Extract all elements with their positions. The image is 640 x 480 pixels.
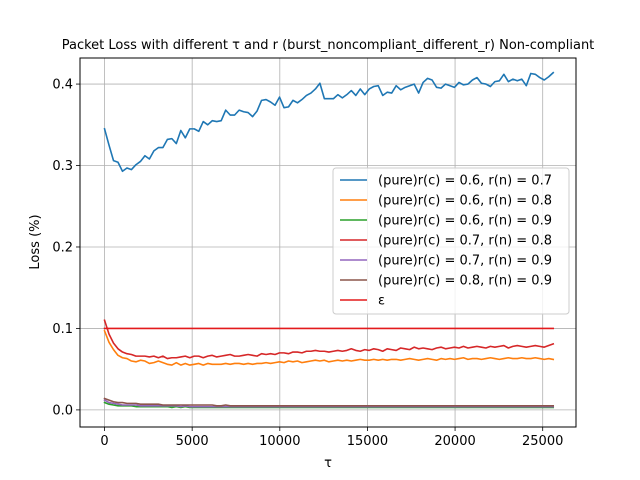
x-tick-label: 15000 <box>347 434 388 449</box>
series-line-4 <box>103 399 555 408</box>
y-axis: 0.0 0.1 0.2 0.3 0.4 <box>52 78 80 418</box>
legend-label: (pure)r(c) = 0.8, r(n) = 0.9 <box>378 274 552 289</box>
y-tick-label: 0.4 <box>52 78 73 93</box>
plot-area-frame <box>79 57 577 428</box>
series-line-1 <box>103 329 555 366</box>
x-axis-label: τ <box>324 456 332 471</box>
legend-label: (pure)r(c) = 0.7, r(n) = 0.8 <box>378 234 552 249</box>
x-tick-label: 10000 <box>259 434 300 449</box>
y-tick-label: 0.0 <box>52 403 73 418</box>
x-tick-label: 25000 <box>522 434 563 449</box>
legend: (pure)r(c) = 0.6, r(n) = 0.7 (pure)r(c) =… <box>332 167 570 315</box>
x-tick-label: 0 <box>100 434 108 449</box>
x-tick-label: 5000 <box>176 434 209 449</box>
legend-label: (pure)r(c) = 0.6, r(n) = 0.9 <box>378 214 552 229</box>
y-tick-label: 0.2 <box>52 240 73 255</box>
legend-label: ε <box>378 294 385 309</box>
chart-title: Packet Loss with different τ and r (burs… <box>62 38 595 53</box>
legend-label: (pure)r(c) = 0.6, r(n) = 0.8 <box>378 194 552 209</box>
series-line-2 <box>103 401 555 409</box>
plot-series <box>103 71 555 409</box>
x-axis: 0 5000 10000 15000 20000 25000 <box>100 427 563 449</box>
series-line-5 <box>103 397 555 407</box>
x-tick-label: 20000 <box>434 434 475 449</box>
y-axis-label: Loss (%) <box>28 214 43 269</box>
y-tick-label: 0.1 <box>52 322 73 337</box>
series-line-0 <box>103 71 555 173</box>
y-tick-label: 0.3 <box>52 159 73 174</box>
legend-label: (pure)r(c) = 0.7, r(n) = 0.9 <box>378 254 552 269</box>
legend-box <box>332 167 570 315</box>
series-line-3 <box>103 319 555 360</box>
legend-label: (pure)r(c) = 0.6, r(n) = 0.7 <box>378 174 552 189</box>
